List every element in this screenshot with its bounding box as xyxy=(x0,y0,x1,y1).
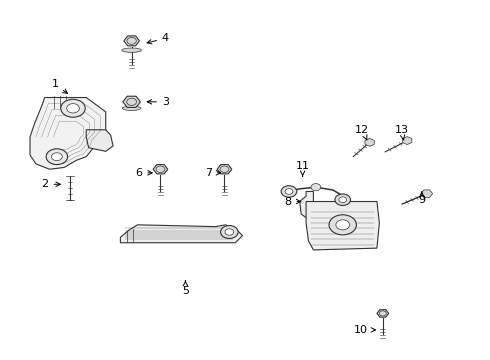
Circle shape xyxy=(220,226,238,238)
Polygon shape xyxy=(377,310,389,317)
Polygon shape xyxy=(300,192,314,218)
Circle shape xyxy=(281,186,297,197)
Circle shape xyxy=(336,220,349,230)
Polygon shape xyxy=(30,98,106,169)
Ellipse shape xyxy=(122,106,141,111)
Polygon shape xyxy=(365,138,374,146)
Circle shape xyxy=(285,189,293,194)
Text: 4: 4 xyxy=(147,33,169,44)
Text: 10: 10 xyxy=(354,325,375,335)
Circle shape xyxy=(339,197,346,203)
Text: 2: 2 xyxy=(42,179,60,189)
Circle shape xyxy=(311,184,321,191)
Text: 1: 1 xyxy=(51,79,68,93)
Text: 9: 9 xyxy=(418,192,425,205)
Polygon shape xyxy=(306,202,379,250)
Polygon shape xyxy=(124,36,140,46)
Circle shape xyxy=(51,153,62,161)
Text: 3: 3 xyxy=(147,97,169,107)
Polygon shape xyxy=(403,136,412,144)
Text: 7: 7 xyxy=(205,168,220,178)
Circle shape xyxy=(329,215,356,235)
Text: 5: 5 xyxy=(182,280,189,296)
Polygon shape xyxy=(123,96,141,107)
Polygon shape xyxy=(421,190,433,197)
Text: 6: 6 xyxy=(135,168,152,178)
Circle shape xyxy=(335,194,350,206)
Text: 13: 13 xyxy=(394,125,408,140)
Ellipse shape xyxy=(122,48,142,52)
Circle shape xyxy=(46,149,68,165)
Circle shape xyxy=(61,99,85,117)
Text: 12: 12 xyxy=(355,125,369,140)
Circle shape xyxy=(67,104,79,113)
Polygon shape xyxy=(217,165,232,174)
Polygon shape xyxy=(153,165,168,174)
Text: 8: 8 xyxy=(284,197,301,207)
Polygon shape xyxy=(86,130,113,151)
Text: 11: 11 xyxy=(295,161,310,176)
Polygon shape xyxy=(121,225,243,243)
Circle shape xyxy=(225,229,234,235)
